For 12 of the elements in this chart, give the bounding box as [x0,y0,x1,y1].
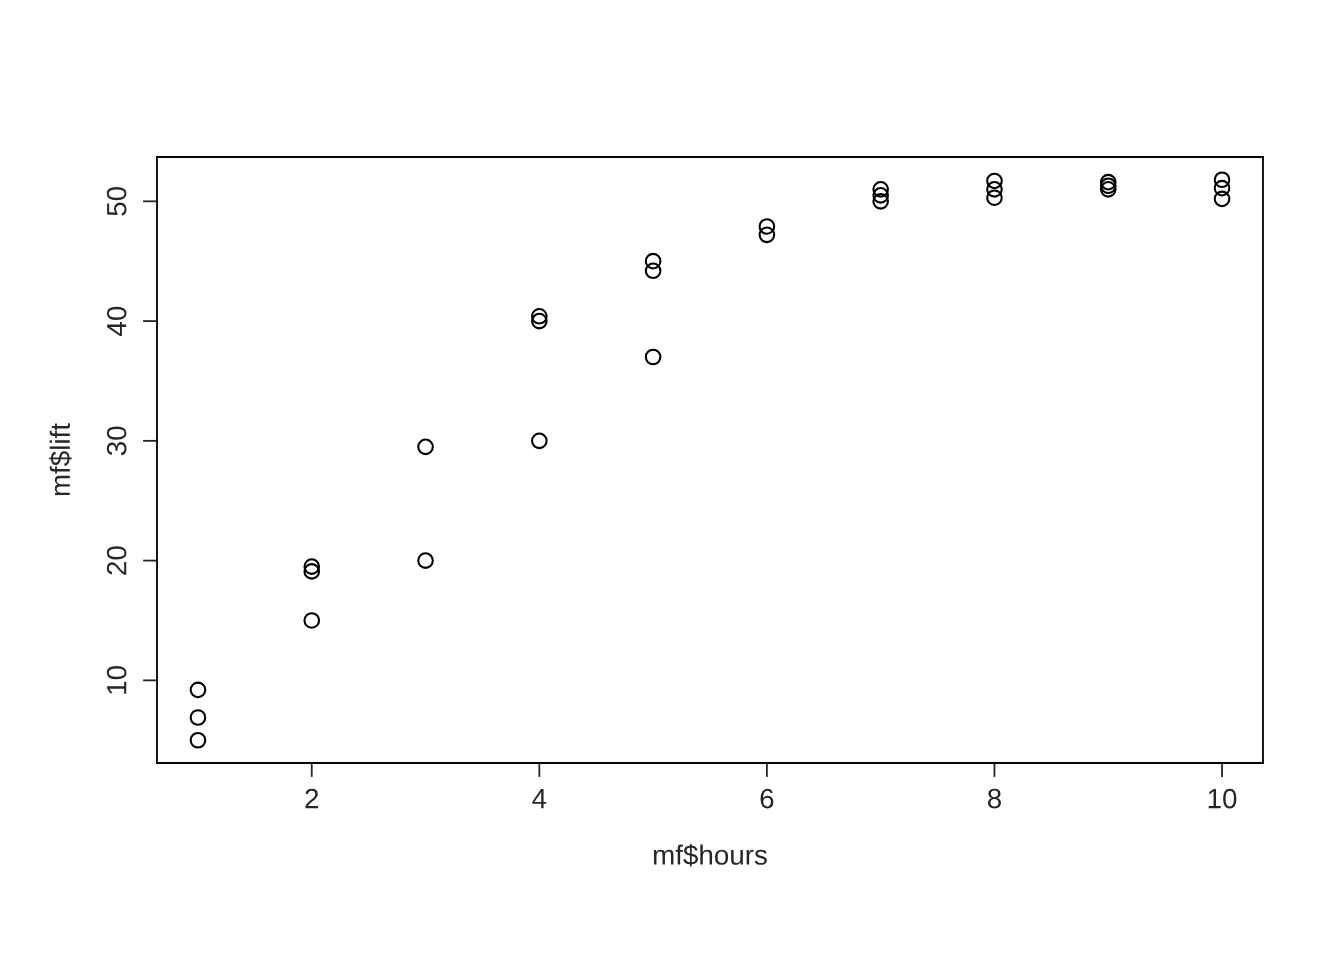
x-tick-label: 2 [305,788,319,809]
y-tick-label: 50 [106,186,127,216]
x-tick-label: 6 [760,788,774,809]
y-tick-label: 10 [106,666,127,694]
x-tick-label: 8 [987,788,1001,809]
y-tick-label: 40 [106,306,127,336]
y-tick-label: 30 [106,426,127,456]
y-axis-title: mf$lift [49,423,72,496]
y-tick-label: 20 [106,546,127,575]
x-tick-label: 4 [532,789,547,809]
x-tick-label: 10 [1208,788,1237,809]
x-axis-title: mf$hours [653,844,767,867]
